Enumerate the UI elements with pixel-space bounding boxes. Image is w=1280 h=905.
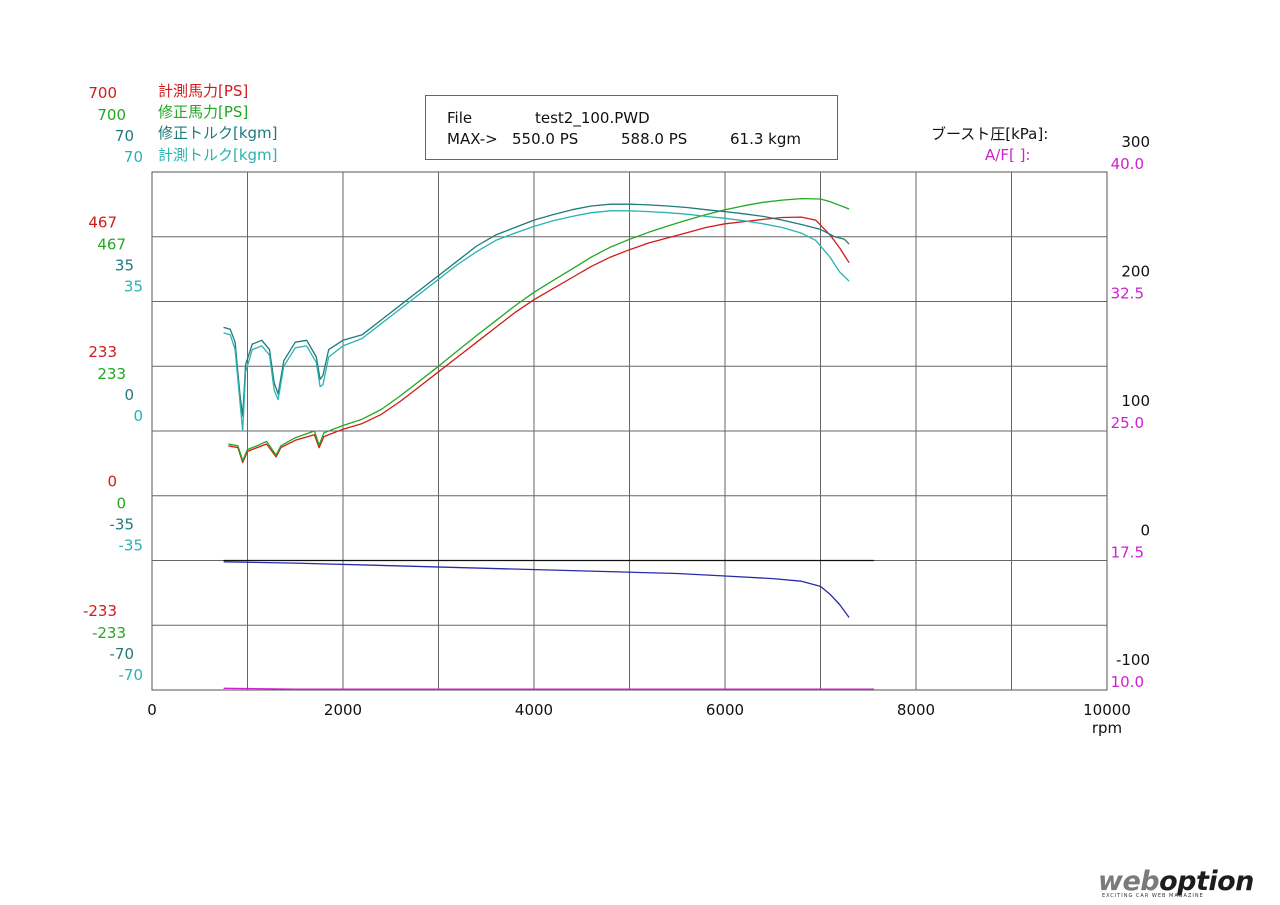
series-line-0: [228, 216, 850, 464]
file-label: File: [447, 109, 473, 127]
left-tick-label: 0: [124, 386, 134, 404]
axis-labels: 0 2000 4000 6000 8000 10000rpm700700707046746…: [83, 84, 1150, 737]
x-axis-label: rpm: [1092, 719, 1122, 737]
series-line-2: [223, 203, 850, 417]
series-line-5: [223, 687, 874, 690]
boost-tick-label: 300: [1121, 133, 1150, 151]
af-tick-label: 32.5: [1111, 285, 1144, 303]
x-tick-label: 10000: [1083, 701, 1131, 719]
boost-tick-label: -100: [1116, 651, 1150, 669]
left-tick-label: 233: [97, 365, 126, 383]
legend-measured-ps: 計測馬力[PS]: [158, 82, 249, 100]
max-label: MAX->: [447, 130, 498, 148]
x-tick-label: 8000: [897, 701, 935, 719]
max-torque: 61.3 kgm: [730, 130, 801, 148]
boost-tick-label: 0: [1140, 522, 1150, 540]
max-ps-corrected: 588.0 PS: [621, 130, 688, 148]
left-tick-label: -70: [119, 666, 144, 684]
series-line-1: [228, 197, 850, 462]
grid: [151, 171, 1108, 691]
left-tick-label: 70: [124, 148, 143, 166]
max-ps-measured: 550.0 PS: [512, 130, 579, 148]
logo-tagline: EXCITING CAR WEB MAGAZINE: [1102, 893, 1204, 899]
legend-corrected-ps: 修正馬力[PS]: [158, 103, 249, 121]
af-tick-label: 40.0: [1111, 155, 1144, 173]
left-tick-label: 467: [88, 214, 117, 232]
left-tick-label: 0: [107, 473, 117, 491]
af-tick-label: 17.5: [1111, 544, 1144, 562]
left-tick-label: 0: [133, 407, 143, 425]
left-tick-label: -233: [83, 602, 117, 620]
weboption-logo: weboption EXCITING CAR WEB MAGAZINE: [1098, 866, 1270, 899]
left-tick-label: 700: [97, 106, 126, 124]
legend-boost: ブースト圧[kPa]:: [931, 125, 1049, 143]
af-tick-label: 25.0: [1111, 414, 1144, 432]
boost-tick-label: 200: [1121, 263, 1150, 281]
series-line-6: [223, 561, 850, 618]
left-tick-label: 70: [115, 127, 134, 145]
left-tick-label: 700: [88, 84, 117, 102]
file-name: test2_100.PWD: [535, 109, 650, 127]
left-tick-label: 35: [115, 257, 134, 275]
x-tick-label: 6000: [706, 701, 744, 719]
left-tick-label: -35: [110, 516, 135, 534]
series-line-3: [223, 210, 850, 432]
logo-web: web: [1098, 866, 1160, 897]
left-tick-label: -233: [92, 624, 126, 642]
x-tick-label: 2000: [324, 701, 362, 719]
left-tick-label: -35: [119, 537, 144, 555]
left-tick-label: 0: [116, 495, 126, 513]
x-tick-label: 4000: [515, 701, 553, 719]
left-tick-label: 467: [97, 236, 126, 254]
legend-corrected-torque: 修正トルク[kgm]: [158, 124, 278, 142]
af-tick-label: 10.0: [1111, 673, 1144, 691]
x-tick-label: 0: [147, 701, 157, 719]
left-tick-label: 233: [88, 343, 117, 361]
series: [223, 197, 874, 690]
logo-option: option: [1159, 866, 1254, 897]
boost-tick-label: 100: [1121, 392, 1150, 410]
legend-measured-torque: 計測トルク[kgm]: [158, 146, 278, 164]
legend-af: A/F[ ]:: [985, 146, 1031, 164]
left-tick-label: -70: [110, 645, 135, 663]
info-box: File test2_100.PWD MAX-> 550.0 PS 588.0 …: [425, 95, 838, 160]
left-tick-label: 35: [124, 278, 143, 296]
